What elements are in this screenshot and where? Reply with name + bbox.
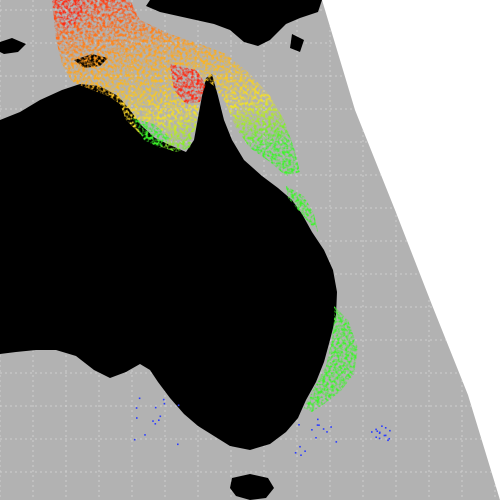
data-point (388, 437, 391, 440)
data-points-south (133, 397, 391, 456)
island-fragment-west (0, 38, 26, 54)
data-point (135, 407, 138, 409)
data-point (378, 437, 381, 440)
data-point (154, 423, 157, 425)
data-swath-gulf (132, 118, 170, 148)
data-point (177, 404, 180, 407)
data-point (144, 434, 146, 436)
data-point (162, 398, 165, 401)
data-point (158, 419, 160, 421)
new-guinea-island (146, 0, 322, 46)
data-point (322, 428, 325, 430)
data-point (136, 417, 138, 419)
data-point (387, 439, 389, 442)
data-point (383, 434, 386, 437)
data-swath-hotspot (170, 64, 206, 104)
data-point (316, 424, 319, 426)
data-point (304, 450, 306, 452)
data-point (138, 397, 141, 400)
data-point (326, 431, 328, 433)
data-point (379, 431, 381, 434)
data-point (298, 424, 300, 426)
data-point (294, 452, 297, 454)
data-point (159, 415, 162, 418)
data-point (154, 406, 157, 409)
data-point (177, 443, 179, 446)
data-point (389, 429, 391, 432)
data-point (300, 454, 302, 456)
data-point (376, 430, 379, 432)
data-point (318, 424, 320, 426)
data-point (299, 445, 301, 448)
island-fragment-east (290, 34, 304, 52)
data-point (317, 418, 319, 421)
data-point (381, 425, 383, 427)
data-point (371, 431, 373, 433)
australia-mainland (0, 74, 337, 450)
data-swath-southeast-coast (304, 306, 358, 412)
data-point (335, 441, 338, 443)
data-overlay-group (52, 0, 358, 412)
data-point (330, 426, 332, 428)
data-point (375, 428, 377, 431)
data-point (163, 402, 166, 405)
data-point (375, 436, 377, 439)
data-point (152, 420, 154, 422)
data-point (315, 437, 317, 439)
tasmania-island (230, 474, 274, 500)
data-point (384, 434, 387, 437)
data-point (384, 427, 387, 429)
data-swath-east-coast (286, 186, 318, 232)
data-swath-hotspot-north (56, 0, 84, 30)
data-point (133, 438, 136, 441)
data-point (311, 429, 313, 431)
